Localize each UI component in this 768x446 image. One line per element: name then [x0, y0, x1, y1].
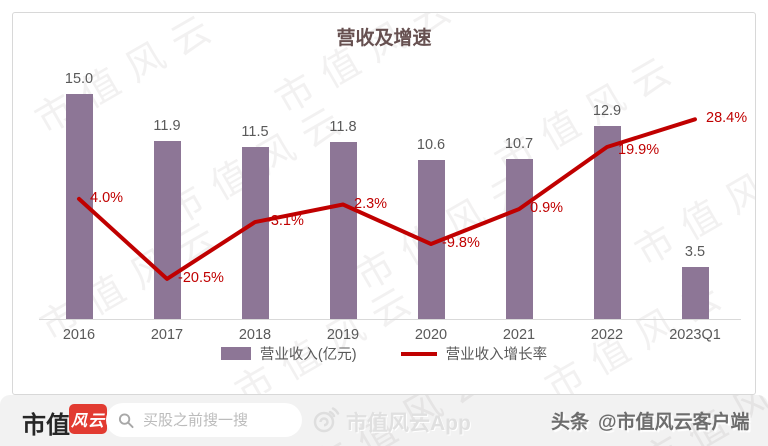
chart-legend: 营业收入(亿元) 营业收入增长率 — [13, 343, 755, 364]
bar-value-label: 15.0 — [64, 71, 94, 87]
fengyun-app-logo-icon — [313, 407, 340, 433]
revenue-bar — [153, 140, 181, 319]
chart-panel: 市值风云 市值风云 市值风云 市值风云 市值风云 市值风云 市值风云 市值风云 … — [12, 12, 756, 395]
x-axis-label: 2023Q1 — [669, 327, 721, 343]
revenue-bar — [65, 94, 93, 319]
x-axis-label: 2020 — [414, 327, 448, 343]
legend-revenue-label: 营业收入(亿元) — [259, 347, 357, 363]
growth-value-label: -3.1% — [266, 213, 304, 230]
x-axis-label: 2019 — [326, 327, 360, 343]
bar-value-label: 10.6 — [416, 137, 446, 153]
revenue-bar — [505, 158, 533, 319]
legend-growth-label: 营业收入增长率 — [445, 347, 548, 363]
revenue-bar — [593, 125, 621, 319]
legend-bar-swatch — [220, 347, 251, 360]
growth-value-label: 4.0% — [90, 189, 124, 206]
legend-line-swatch — [400, 351, 437, 356]
x-axis-label: 2018 — [238, 327, 272, 343]
bar-value-label: 11.9 — [153, 117, 181, 134]
revenue-bar — [417, 160, 445, 319]
x-axis-label: 2022 — [590, 327, 624, 343]
growth-value-label: 28.4% — [706, 110, 748, 127]
search-input[interactable] — [141, 410, 290, 430]
chart-title: 营收及增速 — [336, 28, 432, 49]
growth-value-label: 0.9% — [530, 200, 564, 217]
x-axis-line — [39, 319, 741, 320]
growth-value-label: -20.5% — [178, 269, 224, 286]
search-icon — [118, 412, 134, 428]
brand-text: 市值 — [22, 412, 70, 439]
bar-value-label: 11.8 — [329, 119, 357, 135]
revenue-bar — [681, 266, 709, 319]
x-axis-label: 2017 — [150, 327, 184, 343]
growth-value-label: -9.8% — [442, 235, 480, 251]
x-axis-label: 2016 — [62, 327, 96, 343]
bar-value-label: 11.5 — [241, 123, 269, 140]
bar-value-label: 10.7 — [504, 135, 534, 152]
bar-value-label: 12.9 — [592, 102, 622, 119]
bar-value-label: 3.5 — [684, 243, 706, 260]
revenue-bar — [241, 146, 269, 319]
legend-item-growth: 营业收入增长率 — [400, 343, 548, 364]
growth-value-label: 2.3% — [354, 195, 388, 212]
fengyun-seal-logo: 风云 — [69, 404, 107, 434]
footer-bar: 市值风云 市值风云 市值 风云 市值风云App 头条 @市值风云客户端 — [0, 395, 768, 446]
growth-value-label: 19.9% — [618, 142, 660, 158]
search-box[interactable] — [106, 403, 302, 437]
account-handle: @市值风云客户端 — [598, 412, 750, 433]
app-watermark-label: 市值风云App — [346, 412, 471, 435]
revenue-bar — [329, 142, 357, 319]
toutiao-label: 头条 — [551, 412, 590, 433]
x-axis-label: 2021 — [502, 327, 536, 343]
legend-item-revenue: 营业收入(亿元) — [220, 343, 357, 364]
toutiao-handle: 头条 @市值风云客户端 — [551, 407, 750, 434]
